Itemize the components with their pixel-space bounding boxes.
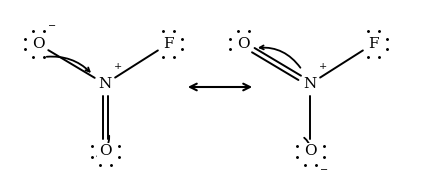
FancyArrowPatch shape <box>97 136 109 156</box>
Text: N: N <box>98 77 112 91</box>
Text: −: − <box>48 21 56 30</box>
Text: F: F <box>368 37 378 51</box>
Text: O: O <box>99 144 111 158</box>
Text: +: + <box>319 62 327 71</box>
Text: −: − <box>320 166 328 175</box>
Text: +: + <box>114 62 122 71</box>
FancyArrowPatch shape <box>304 138 312 157</box>
FancyArrowPatch shape <box>260 45 300 68</box>
Text: N: N <box>303 77 317 91</box>
Text: O: O <box>304 144 316 158</box>
FancyArrowPatch shape <box>190 84 250 90</box>
Text: F: F <box>163 37 173 51</box>
Text: O: O <box>237 37 249 51</box>
FancyArrowPatch shape <box>47 57 89 72</box>
Text: O: O <box>32 37 44 51</box>
